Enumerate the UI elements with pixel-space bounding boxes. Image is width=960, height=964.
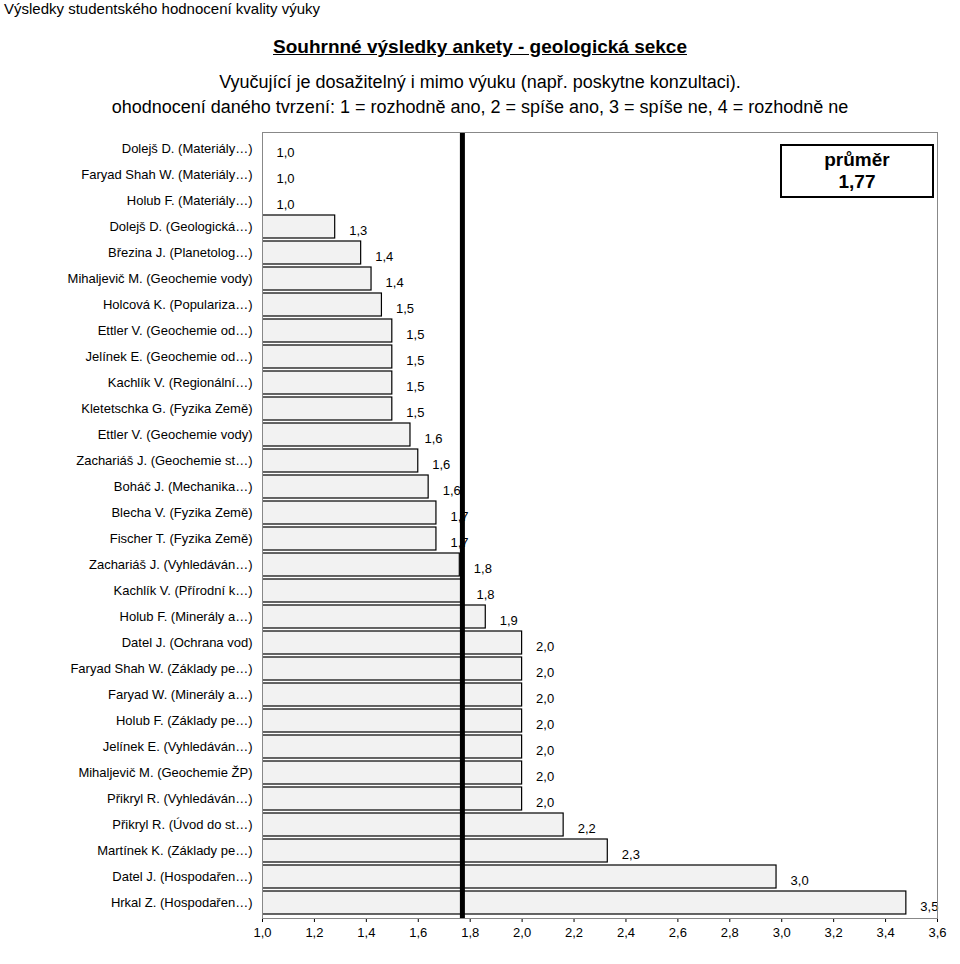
svg-text:Hrkal Z. (Hospodařen…): Hrkal Z. (Hospodařen…) bbox=[111, 895, 253, 910]
svg-text:1,6: 1,6 bbox=[443, 483, 461, 498]
svg-text:1,5: 1,5 bbox=[396, 301, 414, 316]
svg-text:Březina J. (Planetolog…): Březina J. (Planetolog…) bbox=[108, 245, 253, 260]
svg-text:3,0: 3,0 bbox=[773, 925, 791, 940]
svg-text:Zachariáš J. (Geochemie st…): Zachariáš J. (Geochemie st…) bbox=[76, 453, 252, 468]
svg-text:3,2: 3,2 bbox=[825, 925, 843, 940]
svg-text:Datel J. (Ochrana vod): Datel J. (Ochrana vod) bbox=[122, 635, 253, 650]
svg-text:1,0: 1,0 bbox=[277, 171, 295, 186]
svg-text:Zachariáš J. (Vyhledáván…): Zachariáš J. (Vyhledáván…) bbox=[89, 557, 253, 572]
svg-text:Kletetschka G. (Fyzika Země): Kletetschka G. (Fyzika Země) bbox=[81, 401, 252, 416]
svg-text:Faryad W. (Minerály a…): Faryad W. (Minerály a…) bbox=[108, 687, 252, 702]
html-text:Vyučující je dosažitelný i mim: Vyučující je dosažitelný i mimo výuku (n… bbox=[219, 72, 741, 92]
svg-text:1,4: 1,4 bbox=[357, 925, 375, 940]
svg-text:2,0: 2,0 bbox=[536, 639, 554, 654]
html-text:1,77: 1,77 bbox=[838, 171, 876, 192]
svg-text:1,5: 1,5 bbox=[406, 379, 424, 394]
svg-text:1,9: 1,9 bbox=[500, 613, 518, 628]
svg-text:1,5: 1,5 bbox=[406, 327, 424, 342]
svg-text:2,6: 2,6 bbox=[669, 925, 687, 940]
svg-text:2,8: 2,8 bbox=[721, 925, 739, 940]
svg-text:1,3: 1,3 bbox=[349, 223, 367, 238]
svg-text:2,0: 2,0 bbox=[536, 717, 554, 732]
svg-text:Přikryl R. (Úvod do st…): Přikryl R. (Úvod do st…) bbox=[112, 817, 252, 832]
svg-text:1,8: 1,8 bbox=[461, 925, 479, 940]
svg-text:Dolejš D. (Geologická…): Dolejš D. (Geologická…) bbox=[109, 219, 252, 234]
svg-text:2,3: 2,3 bbox=[622, 847, 640, 862]
svg-text:Přikryl R. (Vyhledáván…): Přikryl R. (Vyhledáván…) bbox=[107, 791, 252, 806]
svg-text:Holub F. (Materiály…): Holub F. (Materiály…) bbox=[127, 193, 253, 208]
html-text:ohodnocení daného tvrzení: 1 =: ohodnocení daného tvrzení: 1 = rozhodně … bbox=[111, 97, 849, 117]
svg-text:Jelínek E. (Geochemie od…): Jelínek E. (Geochemie od…) bbox=[86, 349, 253, 364]
svg-text:1,5: 1,5 bbox=[406, 405, 424, 420]
svg-text:2,2: 2,2 bbox=[565, 925, 583, 940]
svg-text:3,6: 3,6 bbox=[928, 925, 946, 940]
svg-text:1,4: 1,4 bbox=[375, 249, 393, 264]
svg-text:1,8: 1,8 bbox=[474, 561, 492, 576]
svg-text:Martínek K. (Základy pe…): Martínek K. (Základy pe…) bbox=[97, 843, 252, 858]
svg-text:1,0: 1,0 bbox=[277, 197, 295, 212]
svg-text:2,0: 2,0 bbox=[536, 743, 554, 758]
svg-text:Dolejš D. (Materiály…): Dolejš D. (Materiály…) bbox=[122, 141, 253, 156]
svg-text:Ettler V. (Geochemie od…): Ettler V. (Geochemie od…) bbox=[98, 323, 253, 338]
svg-text:1,6: 1,6 bbox=[409, 925, 427, 940]
html-text:Souhrnné výsledky ankety - geo: Souhrnné výsledky ankety - geologická se… bbox=[273, 36, 687, 57]
svg-text:2,0: 2,0 bbox=[536, 691, 554, 706]
svg-text:3,0: 3,0 bbox=[791, 873, 809, 888]
svg-text:1,5: 1,5 bbox=[406, 353, 424, 368]
svg-text:Jelínek E. (Vyhledáván…): Jelínek E. (Vyhledáván…) bbox=[103, 739, 253, 754]
svg-text:2,2: 2,2 bbox=[578, 821, 596, 836]
svg-text:Blecha V. (Fyzika Země): Blecha V. (Fyzika Země) bbox=[111, 505, 252, 520]
svg-text:Faryad Shah W. (Základy pe…): Faryad Shah W. (Základy pe…) bbox=[70, 661, 252, 676]
svg-text:Boháč J. (Mechanika…): Boháč J. (Mechanika…) bbox=[114, 479, 253, 494]
svg-text:1,0: 1,0 bbox=[253, 925, 271, 940]
svg-text:Mihaljevič M. (Geochemie ŽP): Mihaljevič M. (Geochemie ŽP) bbox=[78, 765, 252, 780]
svg-text:Holub F. (Základy pe…): Holub F. (Základy pe…) bbox=[116, 713, 253, 728]
svg-text:1,7: 1,7 bbox=[450, 509, 468, 524]
html-text:průměr: průměr bbox=[824, 149, 890, 170]
svg-text:Fischer T. (Fyzika Země): Fischer T. (Fyzika Země) bbox=[110, 531, 253, 546]
svg-text:1,7: 1,7 bbox=[450, 535, 468, 550]
svg-text:Faryad Shah W. (Materiály…): Faryad Shah W. (Materiály…) bbox=[81, 167, 252, 182]
svg-text:Kachlík V. (Regionální…): Kachlík V. (Regionální…) bbox=[108, 375, 253, 390]
svg-text:1,0: 1,0 bbox=[277, 145, 295, 160]
svg-text:Datel J. (Hospodařen…): Datel J. (Hospodařen…) bbox=[112, 869, 252, 884]
svg-text:Mihaljevič M. (Geochemie vody): Mihaljevič M. (Geochemie vody) bbox=[68, 271, 253, 286]
svg-text:2,0: 2,0 bbox=[536, 769, 554, 784]
svg-text:2,0: 2,0 bbox=[536, 665, 554, 680]
svg-text:Holub F. (Minerály a…): Holub F. (Minerály a…) bbox=[120, 609, 253, 624]
svg-text:Holcová K. (Populariza…): Holcová K. (Populariza…) bbox=[103, 297, 253, 312]
html-text:Výsledky studentského hodnocen: Výsledky studentského hodnocení kvality … bbox=[4, 0, 320, 17]
svg-text:1,6: 1,6 bbox=[432, 457, 450, 472]
svg-text:1,2: 1,2 bbox=[305, 925, 323, 940]
svg-text:Kachlík V. (Přírodní k…): Kachlík V. (Přírodní k…) bbox=[114, 583, 253, 598]
svg-text:1,8: 1,8 bbox=[476, 587, 494, 602]
svg-text:3,5: 3,5 bbox=[920, 899, 938, 914]
svg-text:2,4: 2,4 bbox=[617, 925, 635, 940]
svg-text:1,6: 1,6 bbox=[424, 431, 442, 446]
svg-text:3,4: 3,4 bbox=[877, 925, 895, 940]
svg-text:2,0: 2,0 bbox=[513, 925, 531, 940]
svg-text:1,4: 1,4 bbox=[386, 275, 404, 290]
svg-text:2,0: 2,0 bbox=[536, 795, 554, 810]
svg-text:Ettler V. (Geochemie vody): Ettler V. (Geochemie vody) bbox=[98, 427, 253, 442]
